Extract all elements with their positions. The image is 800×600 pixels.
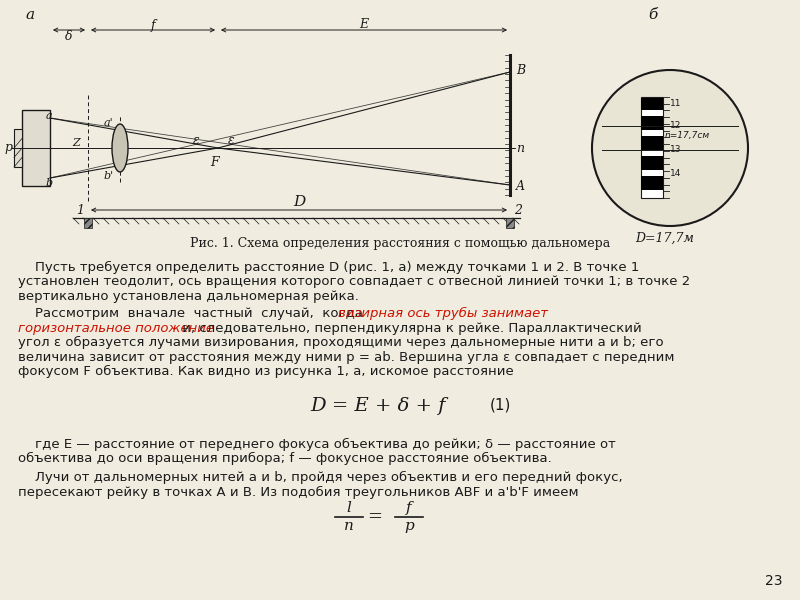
Text: f: f: [150, 19, 155, 31]
Text: ε: ε: [193, 133, 200, 146]
Text: 2: 2: [514, 203, 522, 217]
Text: F: F: [210, 155, 219, 169]
Text: a: a: [25, 8, 34, 22]
Bar: [641, 156, 663, 170]
Bar: [641, 97, 663, 198]
Bar: [22, 110, 50, 186]
Bar: [641, 116, 663, 130]
Text: горизонтальное положение: горизонтальное положение: [18, 322, 214, 335]
Text: угол ε образуется лучами визирования, проходящими через дальномерные нити а и b;: угол ε образуется лучами визирования, пр…: [18, 337, 664, 349]
Text: Рис. 1. Схема определения расстояния с помощью дальномера: Рис. 1. Схема определения расстояния с п…: [190, 236, 610, 250]
Text: a: a: [46, 111, 53, 121]
Text: E: E: [359, 19, 369, 31]
Bar: [641, 98, 663, 110]
Text: установлен теодолит, ось вращения которого совпадает с отвесной линией точки 1; : установлен теодолит, ось вращения которо…: [18, 275, 690, 289]
Text: l: l: [346, 502, 351, 515]
Text: p: p: [404, 520, 414, 533]
Text: b: b: [46, 178, 53, 188]
Text: 1: 1: [76, 203, 84, 217]
Text: п: п: [516, 142, 524, 154]
Bar: [14, 129, 22, 167]
Bar: [84, 218, 92, 228]
Text: Пусть требуется определить расстояние D (рис. 1, а) между точками 1 и 2. В точке: Пусть требуется определить расстояние D …: [18, 261, 639, 274]
Text: ε: ε: [228, 133, 234, 146]
Text: объектива до оси вращения прибора; f — фокусное расстояние объектива.: объектива до оси вращения прибора; f — ф…: [18, 452, 552, 466]
Text: δ: δ: [66, 31, 73, 43]
Text: 12: 12: [670, 121, 682, 130]
Text: D = E + δ + f: D = E + δ + f: [310, 397, 446, 415]
Text: f: f: [406, 502, 412, 515]
Text: Z: Z: [72, 138, 80, 148]
Text: D=17,7м: D=17,7м: [635, 232, 694, 245]
Text: фокусом F объектива. Как видно из рисунка 1, а, искомое расстояние: фокусом F объектива. Как видно из рисунк…: [18, 365, 514, 379]
Circle shape: [592, 70, 748, 226]
Text: Лучи от дальномерных нитей а и b, пройдя через объектив и его передний фокус,: Лучи от дальномерных нитей а и b, пройдя…: [18, 471, 622, 484]
Text: p: p: [4, 142, 12, 154]
Text: пересекают рейку в точках А и В. Из подобия треугольников ABF и а'b'F имеем: пересекают рейку в точках А и В. Из подо…: [18, 486, 578, 499]
Text: 13: 13: [670, 145, 682, 154]
Text: B: B: [516, 64, 525, 76]
Bar: [641, 176, 663, 190]
Text: 14: 14: [670, 169, 682, 179]
Text: визирная ось трубы занимает: визирная ось трубы занимает: [338, 307, 548, 320]
Text: n: n: [344, 520, 354, 533]
Text: D: D: [293, 195, 305, 209]
Text: (1): (1): [490, 397, 511, 412]
Text: a': a': [104, 118, 114, 128]
Text: величина зависит от расстояния между ними p = ab. Вершина угла ε совпадает с пер: величина зависит от расстояния между ним…: [18, 351, 674, 364]
Text: 23: 23: [766, 574, 783, 588]
Bar: [506, 218, 514, 228]
Bar: [641, 136, 663, 150]
Text: =: =: [367, 508, 382, 526]
Text: б: б: [648, 8, 658, 22]
Text: вертикально установлена дальномерная рейка.: вертикально установлена дальномерная рей…: [18, 290, 359, 303]
Text: и, следовательно, перпендикулярна к рейке. Параллактический: и, следовательно, перпендикулярна к рейк…: [178, 322, 642, 335]
Text: 11: 11: [670, 100, 682, 109]
Text: n=17,7см: n=17,7см: [665, 131, 710, 140]
Text: Рассмотрим  вначале  частный  случай,  когда: Рассмотрим вначале частный случай, когда: [18, 307, 371, 320]
Text: b': b': [104, 171, 114, 181]
Ellipse shape: [112, 124, 128, 172]
Text: A: A: [516, 181, 525, 193]
Text: где E — расстояние от переднего фокуса объектива до рейки; δ — расстояние от: где E — расстояние от переднего фокуса о…: [18, 438, 616, 451]
